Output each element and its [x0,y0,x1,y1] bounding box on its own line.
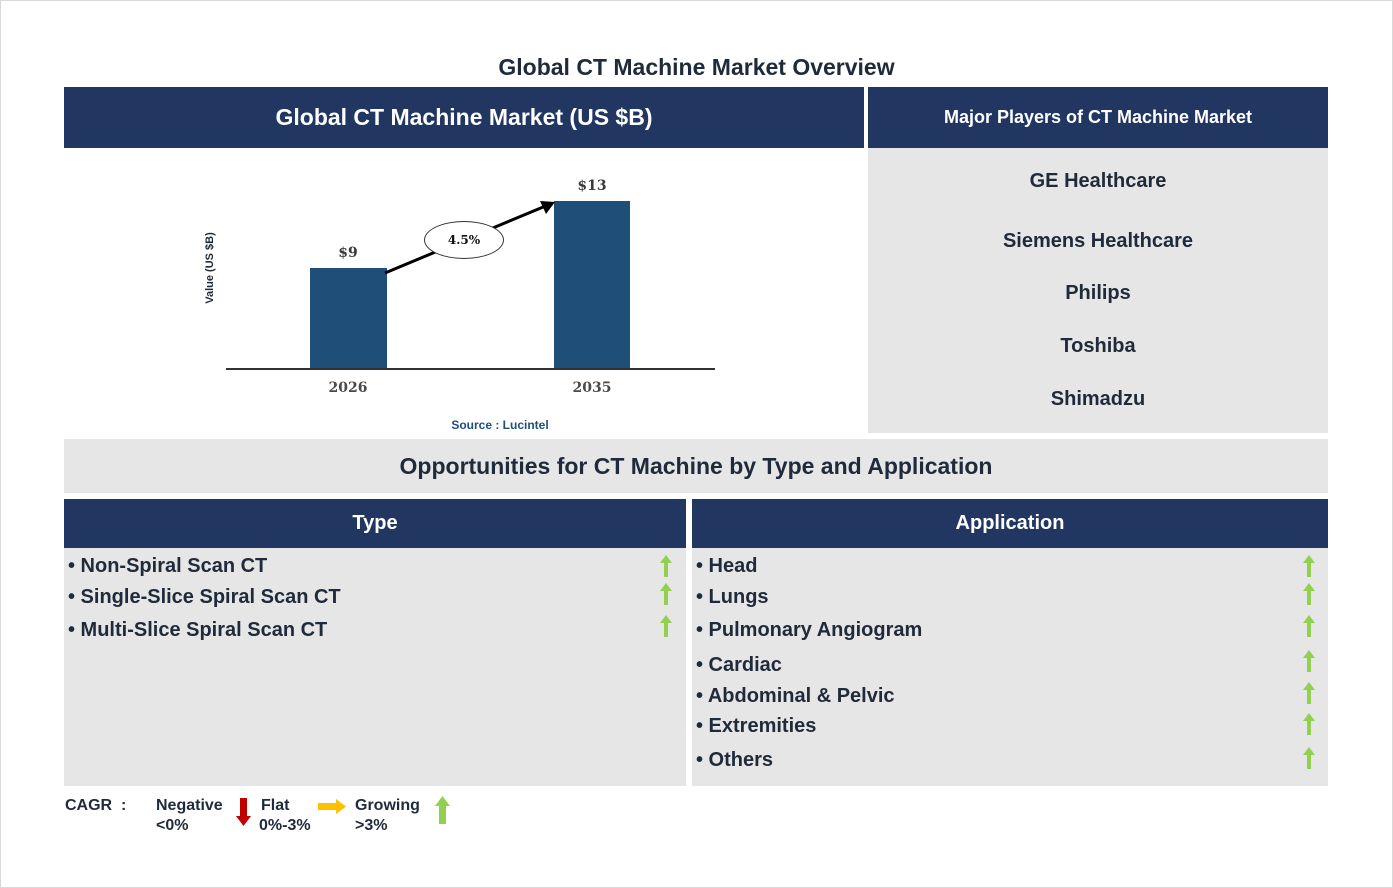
player-item: GE Healthcare [1029,170,1167,192]
bar-value-label-2035: $13 [577,178,607,194]
legend-negative-name: Negative [156,797,223,814]
application-column-header: Application [692,499,1328,548]
cagr-badge: 4.5% [424,221,504,259]
application-list-panel [692,548,1328,786]
type-list-panel [64,548,686,786]
up-arrow-icon [1303,583,1315,605]
x-tick-2035: 2035 [572,380,612,396]
chart-x-axis [226,368,715,370]
page-title: Global CT Machine Market Overview [498,54,895,80]
type-item: • Non-Spiral Scan CT [68,555,268,577]
right-arrow-icon [318,799,346,814]
up-arrow-icon [660,555,672,577]
up-arrow-icon [1303,555,1315,577]
legend-flat-range: 0%-3% [259,817,311,834]
application-item: • Others [696,749,774,771]
application-item: • Cardiac [696,654,782,676]
up-arrow-icon [1303,747,1315,769]
up-arrow-icon [435,796,450,824]
legend-label: CAGR : [65,797,127,814]
up-arrow-icon [1303,682,1315,704]
bar-value-label-2026: $9 [338,245,358,261]
up-arrow-icon [660,615,672,637]
chart-y-axis-label: Value (US $B) [204,232,216,304]
application-item: • Pulmonary Angiogram [696,619,923,641]
legend-negative-range: <0% [156,817,189,834]
player-item: Siemens Healthcare [1002,230,1194,252]
type-item: • Single-Slice Spiral Scan CT [68,586,341,608]
players-panel [868,148,1328,433]
market-panel-header: Global CT Machine Market (US $B) [64,87,864,148]
type-item: • Multi-Slice Spiral Scan CT [68,619,328,641]
type-column-header: Type [64,499,686,548]
up-arrow-icon [1303,713,1315,735]
player-item: Shimadzu [1050,388,1146,410]
application-item: • Abdominal & Pelvic [696,685,895,707]
bar-2035 [554,201,630,368]
up-arrow-icon [1303,650,1315,672]
application-item: • Head [696,555,758,577]
opportunities-header: Opportunities for CT Machine by Type and… [64,439,1328,493]
players-panel-header: Major Players of CT Machine Market [868,87,1328,148]
bar-2026 [310,268,387,368]
application-item: • Extremities [696,715,817,737]
player-item: Toshiba [1060,335,1136,357]
legend-growing-name: Growing [355,797,420,814]
x-tick-2026: 2026 [328,380,368,396]
player-item: Philips [1065,282,1131,304]
down-arrow-icon [236,798,251,826]
up-arrow-icon [660,583,672,605]
application-item: • Lungs [696,586,769,608]
legend-flat-name: Flat [261,797,290,814]
chart-source: Source : Lucintel [451,418,549,432]
up-arrow-icon [1303,615,1315,637]
legend-growing-range: >3% [355,817,388,834]
